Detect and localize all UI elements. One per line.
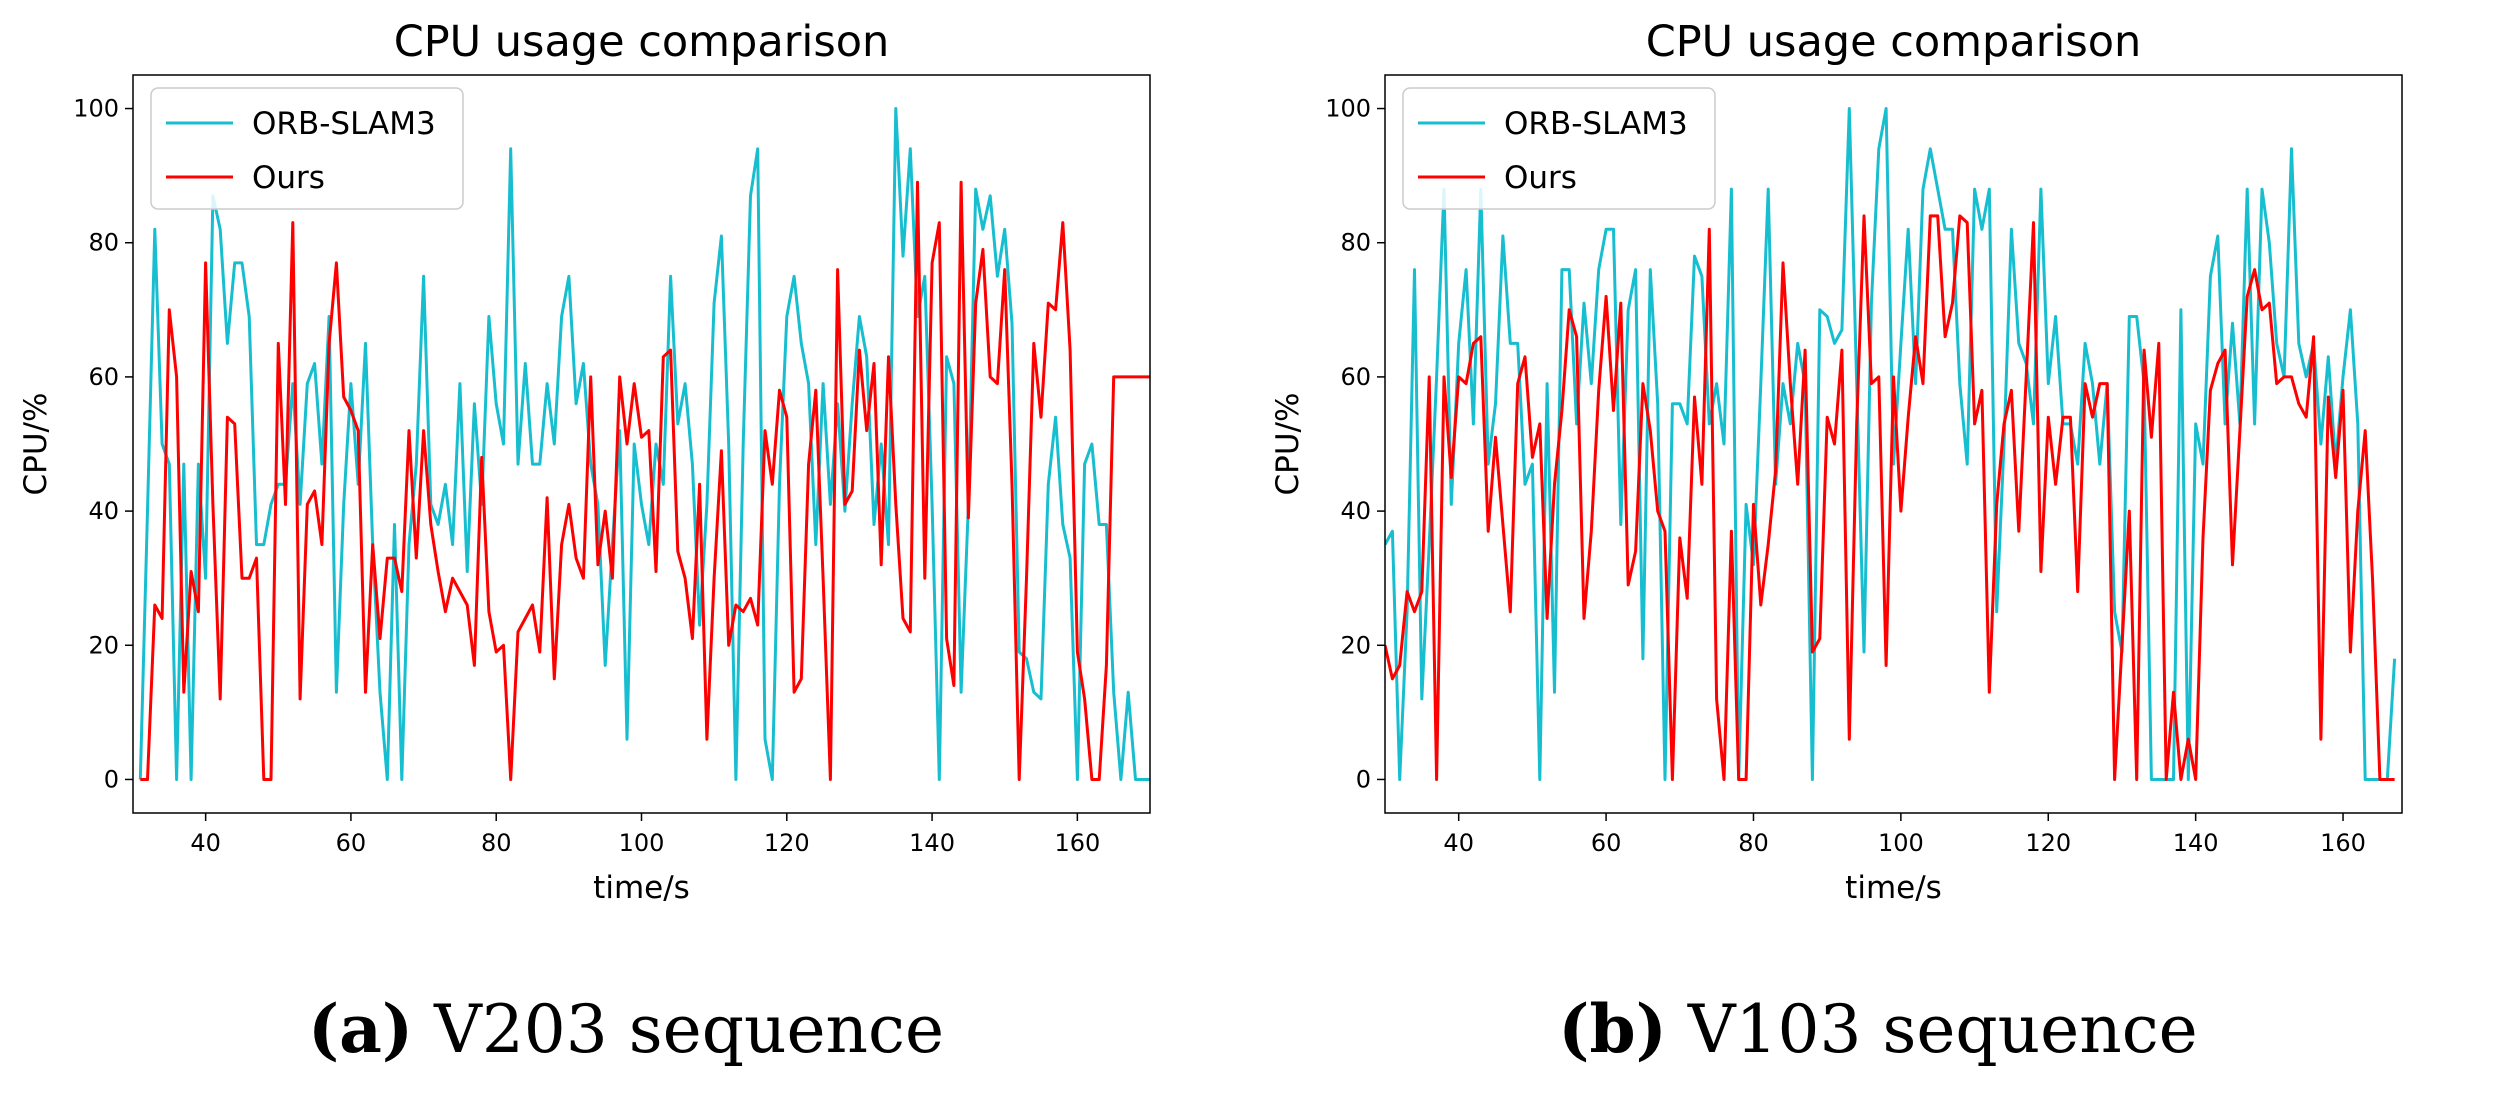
chart-b-legend: ORB-SLAM3 Ours <box>1402 87 1716 210</box>
chart-b-legend-label-orb-slam3: ORB-SLAM3 <box>1504 106 1688 142</box>
chart-b-series-ours-line <box>1385 214 2395 781</box>
caption-a-text: V203 sequence <box>413 991 945 1068</box>
chart-b-ytick-label-80: 80 <box>1340 229 1371 257</box>
chart-b-title: CPU usage comparison <box>1646 17 2142 67</box>
chart-a-xlabel: time/s <box>593 870 690 906</box>
chart-a-series-orb-slam3-line <box>138 107 1150 781</box>
chart-a-xtick-label-80: 80 <box>481 829 512 857</box>
chart-a-title: CPU usage comparison <box>394 17 890 67</box>
chart-a-series-ours-line <box>140 180 1150 781</box>
chart-a-ylabel: CPU/% <box>18 393 54 496</box>
chart-b-ytick-label-40: 40 <box>1340 497 1371 525</box>
chart-a-legend-label-ours: Ours <box>252 160 325 196</box>
chart-b-xtick-label-80: 80 <box>1738 829 1769 857</box>
chart-b-xtick-label-100: 100 <box>1878 829 1924 857</box>
chart-a-ytick-label-40: 40 <box>88 497 119 525</box>
chart-b-xtick-label-40: 40 <box>1443 829 1474 857</box>
chart-a-xtick-label-60: 60 <box>336 829 367 857</box>
chart-b-legend-box <box>1402 87 1716 210</box>
chart-a-ytick-label-100: 100 <box>73 95 119 123</box>
chart-b-plot-frame <box>1384 74 2403 814</box>
caption-a-letter: (a) <box>307 990 414 1068</box>
chart-b-legend-label-ours: Ours <box>1504 160 1577 196</box>
chart-a-plot-frame <box>132 74 1151 814</box>
chart-a-xtick-label-120: 120 <box>764 829 810 857</box>
caption-b-letter: (b) <box>1558 990 1667 1068</box>
chart-a-legend-box <box>150 87 464 210</box>
chart-b-xtick-label-160: 160 <box>2320 829 2366 857</box>
caption-b: (b) V103 sequence <box>1252 990 2504 1068</box>
chart-a-xtick-label-140: 140 <box>909 829 955 857</box>
caption-b-text: V103 sequence <box>1666 991 2198 1068</box>
chart-b-xtick-label-120: 120 <box>2025 829 2071 857</box>
chart-a-xtick-label-40: 40 <box>190 829 221 857</box>
chart-a-ytick-label-80: 80 <box>88 229 119 257</box>
chart-b-xlabel: time/s <box>1845 870 1942 906</box>
chart-b: CPU usage comparison 40 60 80 100 120 140 160 0 2… <box>1270 17 2403 906</box>
chart-a-legend-label-orb-slam3: ORB-SLAM3 <box>252 106 436 142</box>
chart-b-xtick-label-140: 140 <box>2173 829 2219 857</box>
chart-b-ylabel: CPU/% <box>1270 393 1306 496</box>
chart-a-ytick-label-20: 20 <box>88 631 119 659</box>
chart-a-xtick-label-100: 100 <box>619 829 665 857</box>
chart-a-legend: ORB-SLAM3 Ours <box>150 87 464 210</box>
chart-a-ytick-label-0: 0 <box>104 765 119 793</box>
chart-b-ytick-label-100: 100 <box>1325 95 1371 123</box>
chart-a-xtick-label-160: 160 <box>1054 829 1100 857</box>
chart-b-ytick-label-0: 0 <box>1356 765 1371 793</box>
chart-b-ytick-label-20: 20 <box>1340 631 1371 659</box>
chart-b-xtick-label-60: 60 <box>1591 829 1622 857</box>
chart-a: CPU usage comparison 40 60 80 100 120 140 160 0 2… <box>18 17 1151 906</box>
caption-a: (a) V203 sequence <box>0 990 1252 1068</box>
chart-b-ytick-label-60: 60 <box>1340 363 1371 391</box>
chart-a-ytick-label-60: 60 <box>88 363 119 391</box>
